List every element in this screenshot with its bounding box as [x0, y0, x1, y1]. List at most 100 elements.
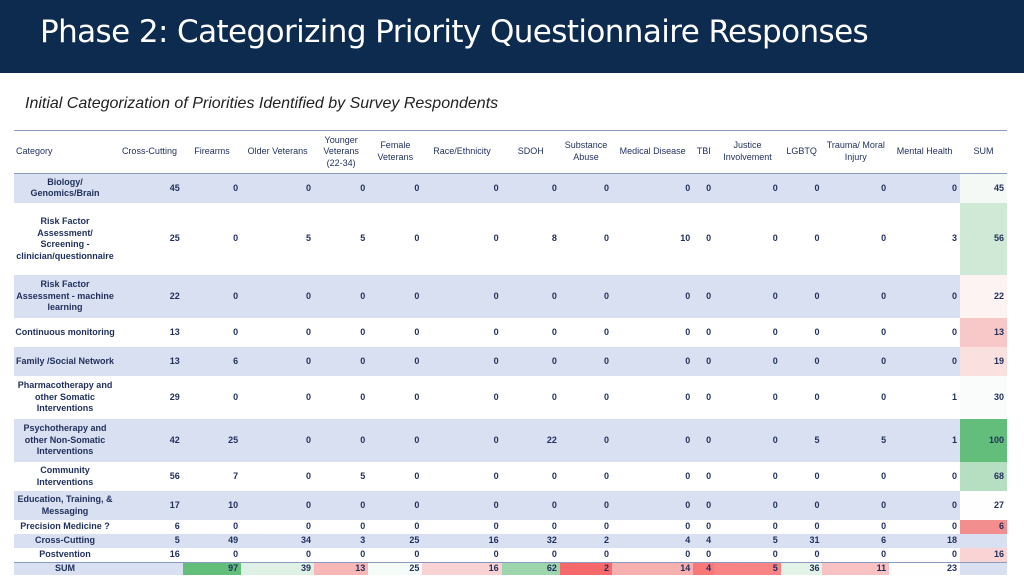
table-cell: 0	[241, 462, 315, 491]
column-sum-cell: 97	[182, 561, 242, 575]
table-cell: 29	[116, 376, 183, 419]
table-cell: 16	[422, 534, 502, 548]
table-cell: 45	[116, 173, 183, 203]
table-cell: 25	[368, 534, 423, 548]
table-cell: 8	[501, 203, 560, 275]
table-cell: 0	[182, 318, 242, 347]
table-row: Education, Training, & Messaging 17 10 0 0 0 0…	[14, 491, 1007, 520]
table-cell: 0	[422, 173, 502, 203]
column-header: SDOH	[501, 131, 560, 174]
table-cell: 1	[889, 419, 960, 462]
table-cell: 0	[714, 275, 781, 318]
row-category: Psychotherapy and other Non-Somatic Inte…	[14, 419, 117, 462]
table-cell: 0	[822, 548, 890, 562]
table-cell: 0	[501, 491, 560, 520]
table-cell: 0	[714, 548, 781, 562]
table-cell: 0	[780, 548, 823, 562]
table-cell: 3	[314, 534, 369, 548]
table-cell: 0	[714, 173, 781, 203]
table-cell: 0	[714, 462, 781, 491]
table-cell: 0	[501, 548, 560, 562]
table-cell: 0	[422, 203, 502, 275]
table-cell: 0	[612, 318, 694, 347]
table-cell: 0	[368, 275, 423, 318]
column-sum-cell: 4	[693, 561, 715, 575]
row-category: Cross-Cutting	[14, 534, 117, 548]
table-cell: 0	[780, 275, 823, 318]
row-category: Precision Medicine ?	[14, 520, 117, 534]
table-cell: 0	[693, 520, 715, 534]
table-cell: 0	[559, 548, 613, 562]
table-cell: 25	[116, 203, 183, 275]
column-sum-cell	[959, 561, 1007, 575]
row-category: Risk Factor Assessment/ Screening - clin…	[14, 203, 117, 275]
column-sum-cell	[116, 561, 183, 575]
table-cell: 0	[241, 347, 315, 376]
table-cell: 0	[612, 462, 694, 491]
table-cell: 5	[314, 462, 369, 491]
column-header: SUM	[959, 131, 1007, 174]
table-cell: 0	[422, 491, 502, 520]
table-cell: 0	[182, 275, 242, 318]
table-cell: 0	[241, 548, 315, 562]
table-cell: 18	[889, 534, 960, 548]
table-cell: 0	[780, 347, 823, 376]
row-sum-cell: 30	[959, 376, 1007, 419]
header-row: Category Cross-Cutting Firearms Older Veter…	[14, 131, 1007, 174]
column-sum-cell: 5	[714, 561, 781, 575]
table-cell: 0	[241, 491, 315, 520]
table-cell: 3	[889, 203, 960, 275]
column-sum-cell: 11	[822, 561, 890, 575]
table-cell: 10	[612, 203, 694, 275]
table-cell: 0	[714, 318, 781, 347]
table-cell: 0	[241, 376, 315, 419]
table-cell: 0	[714, 520, 781, 534]
table-cell: 0	[693, 318, 715, 347]
column-header: Younger Veterans (22-34)	[314, 131, 369, 174]
table-cell: 5	[714, 534, 781, 548]
column-header: Category	[14, 131, 117, 174]
table-cell: 0	[714, 347, 781, 376]
table-cell: 0	[559, 520, 613, 534]
table-cell: 0	[822, 347, 890, 376]
title-banner: Phase 2: Categorizing Priority Questionn…	[0, 0, 1024, 73]
table-cell: 0	[889, 462, 960, 491]
row-sum-cell: 16	[959, 548, 1007, 562]
table-cell: 5	[780, 419, 823, 462]
table-cell: 0	[889, 318, 960, 347]
table-cell: 13	[116, 318, 183, 347]
row-sum-cell: 6	[959, 520, 1007, 534]
table-cell: 0	[501, 347, 560, 376]
table-cell: 5	[822, 419, 890, 462]
priorities-table: Category Cross-Cutting Firearms Older Veter…	[14, 131, 1007, 575]
table-cell: 0	[714, 419, 781, 462]
row-sum-cell: 13	[959, 318, 1007, 347]
row-sum-cell: 100	[959, 419, 1007, 462]
table-cell: 0	[368, 203, 423, 275]
column-sum-cell: 14	[612, 561, 694, 575]
sum-row: SUM 97 39 13 25 16 62 2 14 4 5 36 11 23	[14, 561, 1007, 575]
table-cell: 0	[501, 376, 560, 419]
table-cell: 0	[559, 347, 613, 376]
table-cell: 0	[241, 520, 315, 534]
table-cell: 10	[182, 491, 242, 520]
column-header: Cross-Cutting	[116, 131, 183, 174]
table-cell: 0	[780, 376, 823, 419]
sum-row-label: SUM	[14, 561, 117, 575]
table-cell: 0	[889, 347, 960, 376]
table-cell: 0	[714, 203, 781, 275]
table-cell: 0	[822, 275, 890, 318]
table-cell: 25	[182, 419, 242, 462]
table-cell: 0	[693, 548, 715, 562]
table-cell: 1	[889, 376, 960, 419]
table-row: Risk Factor Assessment/ Screening - clin…	[14, 203, 1007, 275]
table-cell: 32	[501, 534, 560, 548]
table-cell: 0	[368, 347, 423, 376]
table-cell: 0	[368, 520, 423, 534]
row-category: Community Interventions	[14, 462, 117, 491]
table-cell: 0	[714, 376, 781, 419]
row-sum-cell	[959, 534, 1007, 548]
table-cell: 0	[693, 376, 715, 419]
row-category: Continuous monitoring	[14, 318, 117, 347]
table-cell: 0	[780, 462, 823, 491]
